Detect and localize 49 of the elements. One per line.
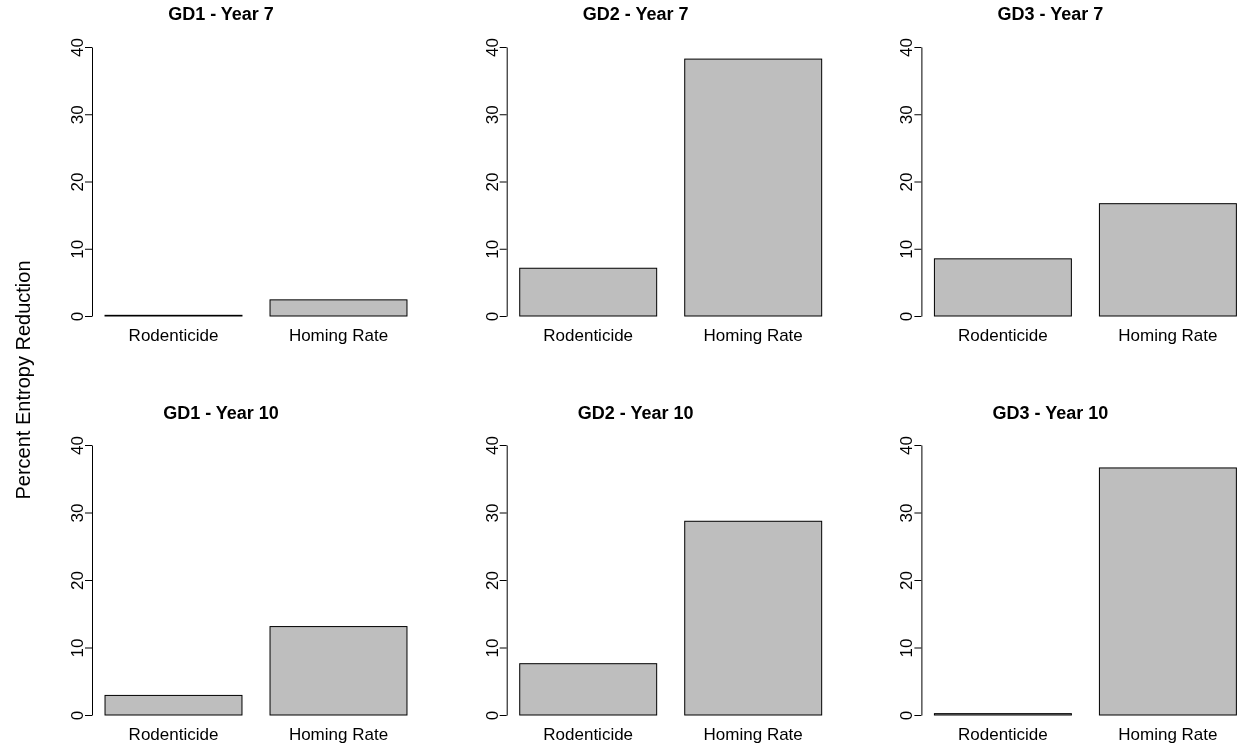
y-tick-label: 40	[897, 436, 917, 455]
x-tick-label: Rodenticide	[958, 725, 1048, 744]
x-tick-label: Rodenticide	[128, 326, 219, 345]
y-tick-label: 30	[67, 105, 87, 125]
chart-title: GD3 - Year 7	[997, 4, 1104, 24]
y-tick-label: 0	[482, 710, 502, 721]
y-tick-label: 10	[482, 638, 502, 658]
y-tick-label: 20	[482, 172, 502, 192]
y-tick-label: 10	[482, 239, 502, 259]
y-tick-label: 40	[482, 38, 502, 57]
y-tick-label: 0	[67, 311, 87, 322]
y-tick-label: 40	[897, 38, 917, 57]
y-tick-label: 10	[897, 638, 917, 658]
x-tick-label: Homing Rate	[288, 725, 389, 744]
x-tick-label: Rodenticide	[543, 725, 634, 744]
x-tick-label: Homing Rate	[288, 326, 389, 345]
x-tick-label: Rodenticide	[958, 326, 1048, 345]
y-tick-label: 10	[67, 239, 87, 259]
chart-title: GD1 - Year 10	[163, 403, 279, 423]
y-tick-label: 20	[67, 172, 87, 192]
y-tick-label: 40	[67, 38, 87, 57]
y-tick-label: 10	[67, 638, 87, 658]
chart-title: GD3 - Year 10	[992, 403, 1109, 423]
y-tick-label: 0	[897, 710, 917, 721]
x-tick-label: Homing Rate	[1118, 725, 1218, 744]
y-tick-label: 40	[67, 436, 87, 455]
y-tick-label: 30	[482, 105, 502, 125]
x-tick-label: Homing Rate	[703, 326, 803, 345]
y-tick-label: 10	[897, 239, 917, 259]
y-tick-label: 40	[482, 436, 502, 455]
x-tick-label: Homing Rate	[703, 725, 803, 744]
chart-title: GD1 - Year 7	[168, 4, 274, 24]
x-tick-label: Rodenticide	[128, 725, 219, 744]
x-tick-label: Homing Rate	[1118, 326, 1218, 345]
x-tick-label: Rodenticide	[543, 326, 634, 345]
y-tick-label: 0	[897, 311, 917, 322]
y-tick-label: 20	[67, 571, 87, 590]
y-tick-label: 30	[897, 503, 917, 523]
chart-title: GD2 - Year 7	[582, 4, 689, 24]
y-tick-label: 20	[482, 571, 502, 590]
y-tick-label: 20	[897, 571, 917, 590]
y-tick-label: 20	[897, 172, 917, 192]
y-tick-label: 30	[67, 503, 87, 523]
y-tick-label: 30	[897, 105, 917, 125]
y-tick-label: 30	[482, 503, 502, 523]
chart-title: GD2 - Year 10	[577, 403, 694, 423]
y-tick-label: 0	[482, 311, 502, 322]
y-tick-label: 0	[67, 710, 87, 721]
y-axis-title: Percent Entropy Reduction	[12, 260, 34, 500]
